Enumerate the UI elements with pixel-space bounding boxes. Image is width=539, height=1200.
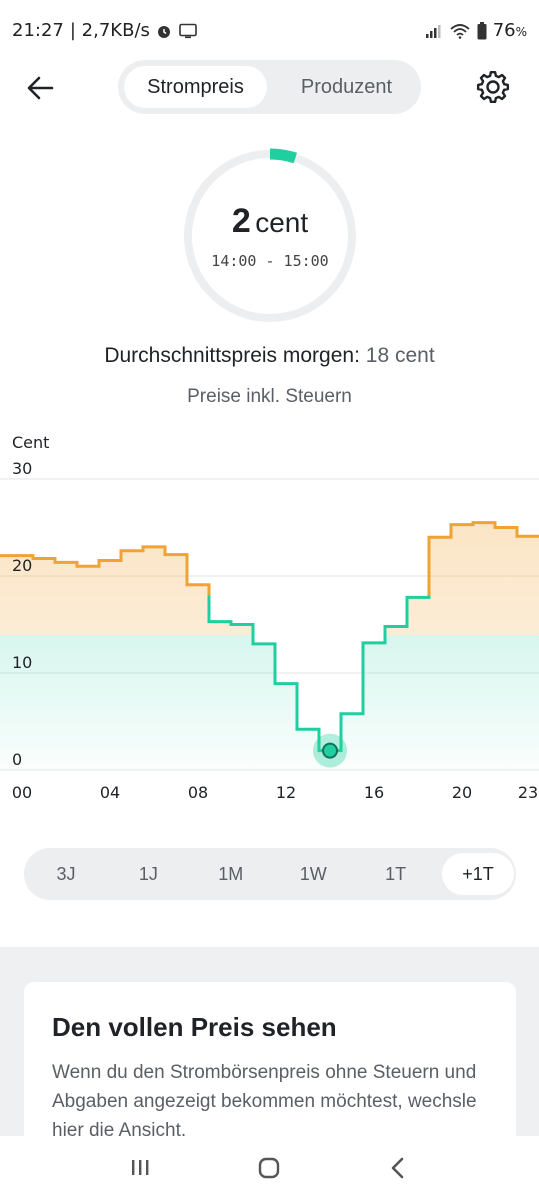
range-option-1t[interactable]: 1T [385,864,407,884]
top-bar: Strompreis Produzent [0,58,539,118]
range-option-plus-1t[interactable]: +1T [442,853,514,895]
chart-line-below [207,595,431,753]
recents-button[interactable] [120,1150,160,1186]
settings-button[interactable] [472,66,514,108]
back-button[interactable] [22,70,58,106]
info-card-title: Den vollen Preis sehen [52,1012,337,1042]
view-toggle: Strompreis Produzent [118,60,421,114]
tab-produzent[interactable]: Produzent [300,76,393,98]
status-bar: 21:27 | 2,7KB/s 76% [0,0,539,60]
arrow-left-icon [27,76,54,100]
gauge-readout: 2 cent 14:00 - 15:00 [180,146,360,326]
info-card[interactable]: Den vollen Preis sehen Wenn du den Strom… [24,982,516,1152]
back-nav-button[interactable] [378,1150,418,1186]
gauge-fill [269,148,298,164]
alarm-icon [157,25,170,38]
x-tick-label: 16 [364,783,384,802]
range-option-1w[interactable]: 1W [299,864,327,884]
x-tick-label: 20 [452,783,472,802]
y-tick-label: 10 [12,653,32,672]
info-card-body: Wenn du den Strombörsenpreis ohne Steuer… [52,1062,477,1141]
wifi-icon [450,23,470,39]
range-selector: 3J 1J 1M 1W 1T +1T [24,848,516,900]
battery-level: 76% [492,20,527,41]
current-price: 2 cent [180,202,360,241]
recents-icon [132,1160,149,1175]
x-tick-label: 12 [276,783,296,802]
range-option-1m[interactable]: 1M [218,864,244,884]
home-button[interactable] [249,1150,289,1186]
chart-area-fill [0,522,539,770]
average-price-value: 18 cent [365,344,435,367]
tab-strompreis[interactable]: Strompreis [124,66,267,108]
chart-y-label: Cent [12,433,50,452]
home-icon [258,1157,280,1179]
x-tick-label: 08 [188,783,208,802]
status-speed: | 2,7KB/s [69,20,150,41]
x-tick-label: 00 [12,783,32,802]
y-tick-label: 20 [12,556,32,575]
status-left: 21:27 | 2,7KB/s [12,20,198,41]
screen-cast-icon [179,23,197,38]
price-gauge [184,148,356,322]
back-nav-icon [391,1157,404,1179]
gear-icon [476,70,510,104]
average-price-label: Durchschnittspreis morgen: [104,344,360,367]
y-tick-label: 0 [12,750,22,769]
current-price-unit: cent [255,207,309,238]
range-option-3j[interactable]: 3J [56,864,76,884]
range-option-1j[interactable]: 1J [138,864,158,884]
x-tick-label: 23 [518,783,538,802]
status-time: 21:27 [12,20,64,41]
chart-marker-dot[interactable] [322,742,338,759]
status-right: 76% [425,20,527,41]
x-tick-label: 04 [100,783,120,802]
y-tick-label: 30 [12,459,32,478]
current-price-value: 2 [231,202,251,240]
signal-icon [425,24,441,38]
chart-line-above [0,521,539,596]
battery-icon [477,21,487,39]
average-price: Durchschnittspreis morgen: 18 cent [0,344,539,368]
system-nav-bar [0,1136,539,1200]
current-time-range: 14:00 - 15:00 [211,252,329,270]
tax-note: Preise inkl. Steuern [187,386,352,407]
